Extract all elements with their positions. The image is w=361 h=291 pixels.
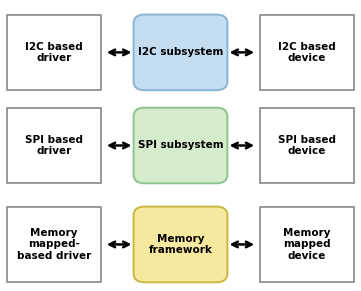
FancyBboxPatch shape [134,207,227,282]
Text: SPI based
driver: SPI based driver [25,135,83,156]
Text: SPI subsystem: SPI subsystem [138,141,223,150]
Text: Memory
framework: Memory framework [149,234,212,255]
FancyBboxPatch shape [134,15,227,90]
Text: SPI based
device: SPI based device [278,135,336,156]
FancyBboxPatch shape [260,207,354,282]
FancyBboxPatch shape [7,108,101,183]
Text: I2C based
driver: I2C based driver [25,42,83,63]
FancyBboxPatch shape [7,207,101,282]
FancyBboxPatch shape [134,108,227,183]
Text: Memory
mapped-
based driver: Memory mapped- based driver [17,228,91,261]
Text: I2C based
device: I2C based device [278,42,336,63]
Text: Memory
mapped
device: Memory mapped device [283,228,331,261]
FancyBboxPatch shape [7,15,101,90]
FancyBboxPatch shape [260,108,354,183]
FancyBboxPatch shape [260,15,354,90]
Text: I2C subsystem: I2C subsystem [138,47,223,57]
